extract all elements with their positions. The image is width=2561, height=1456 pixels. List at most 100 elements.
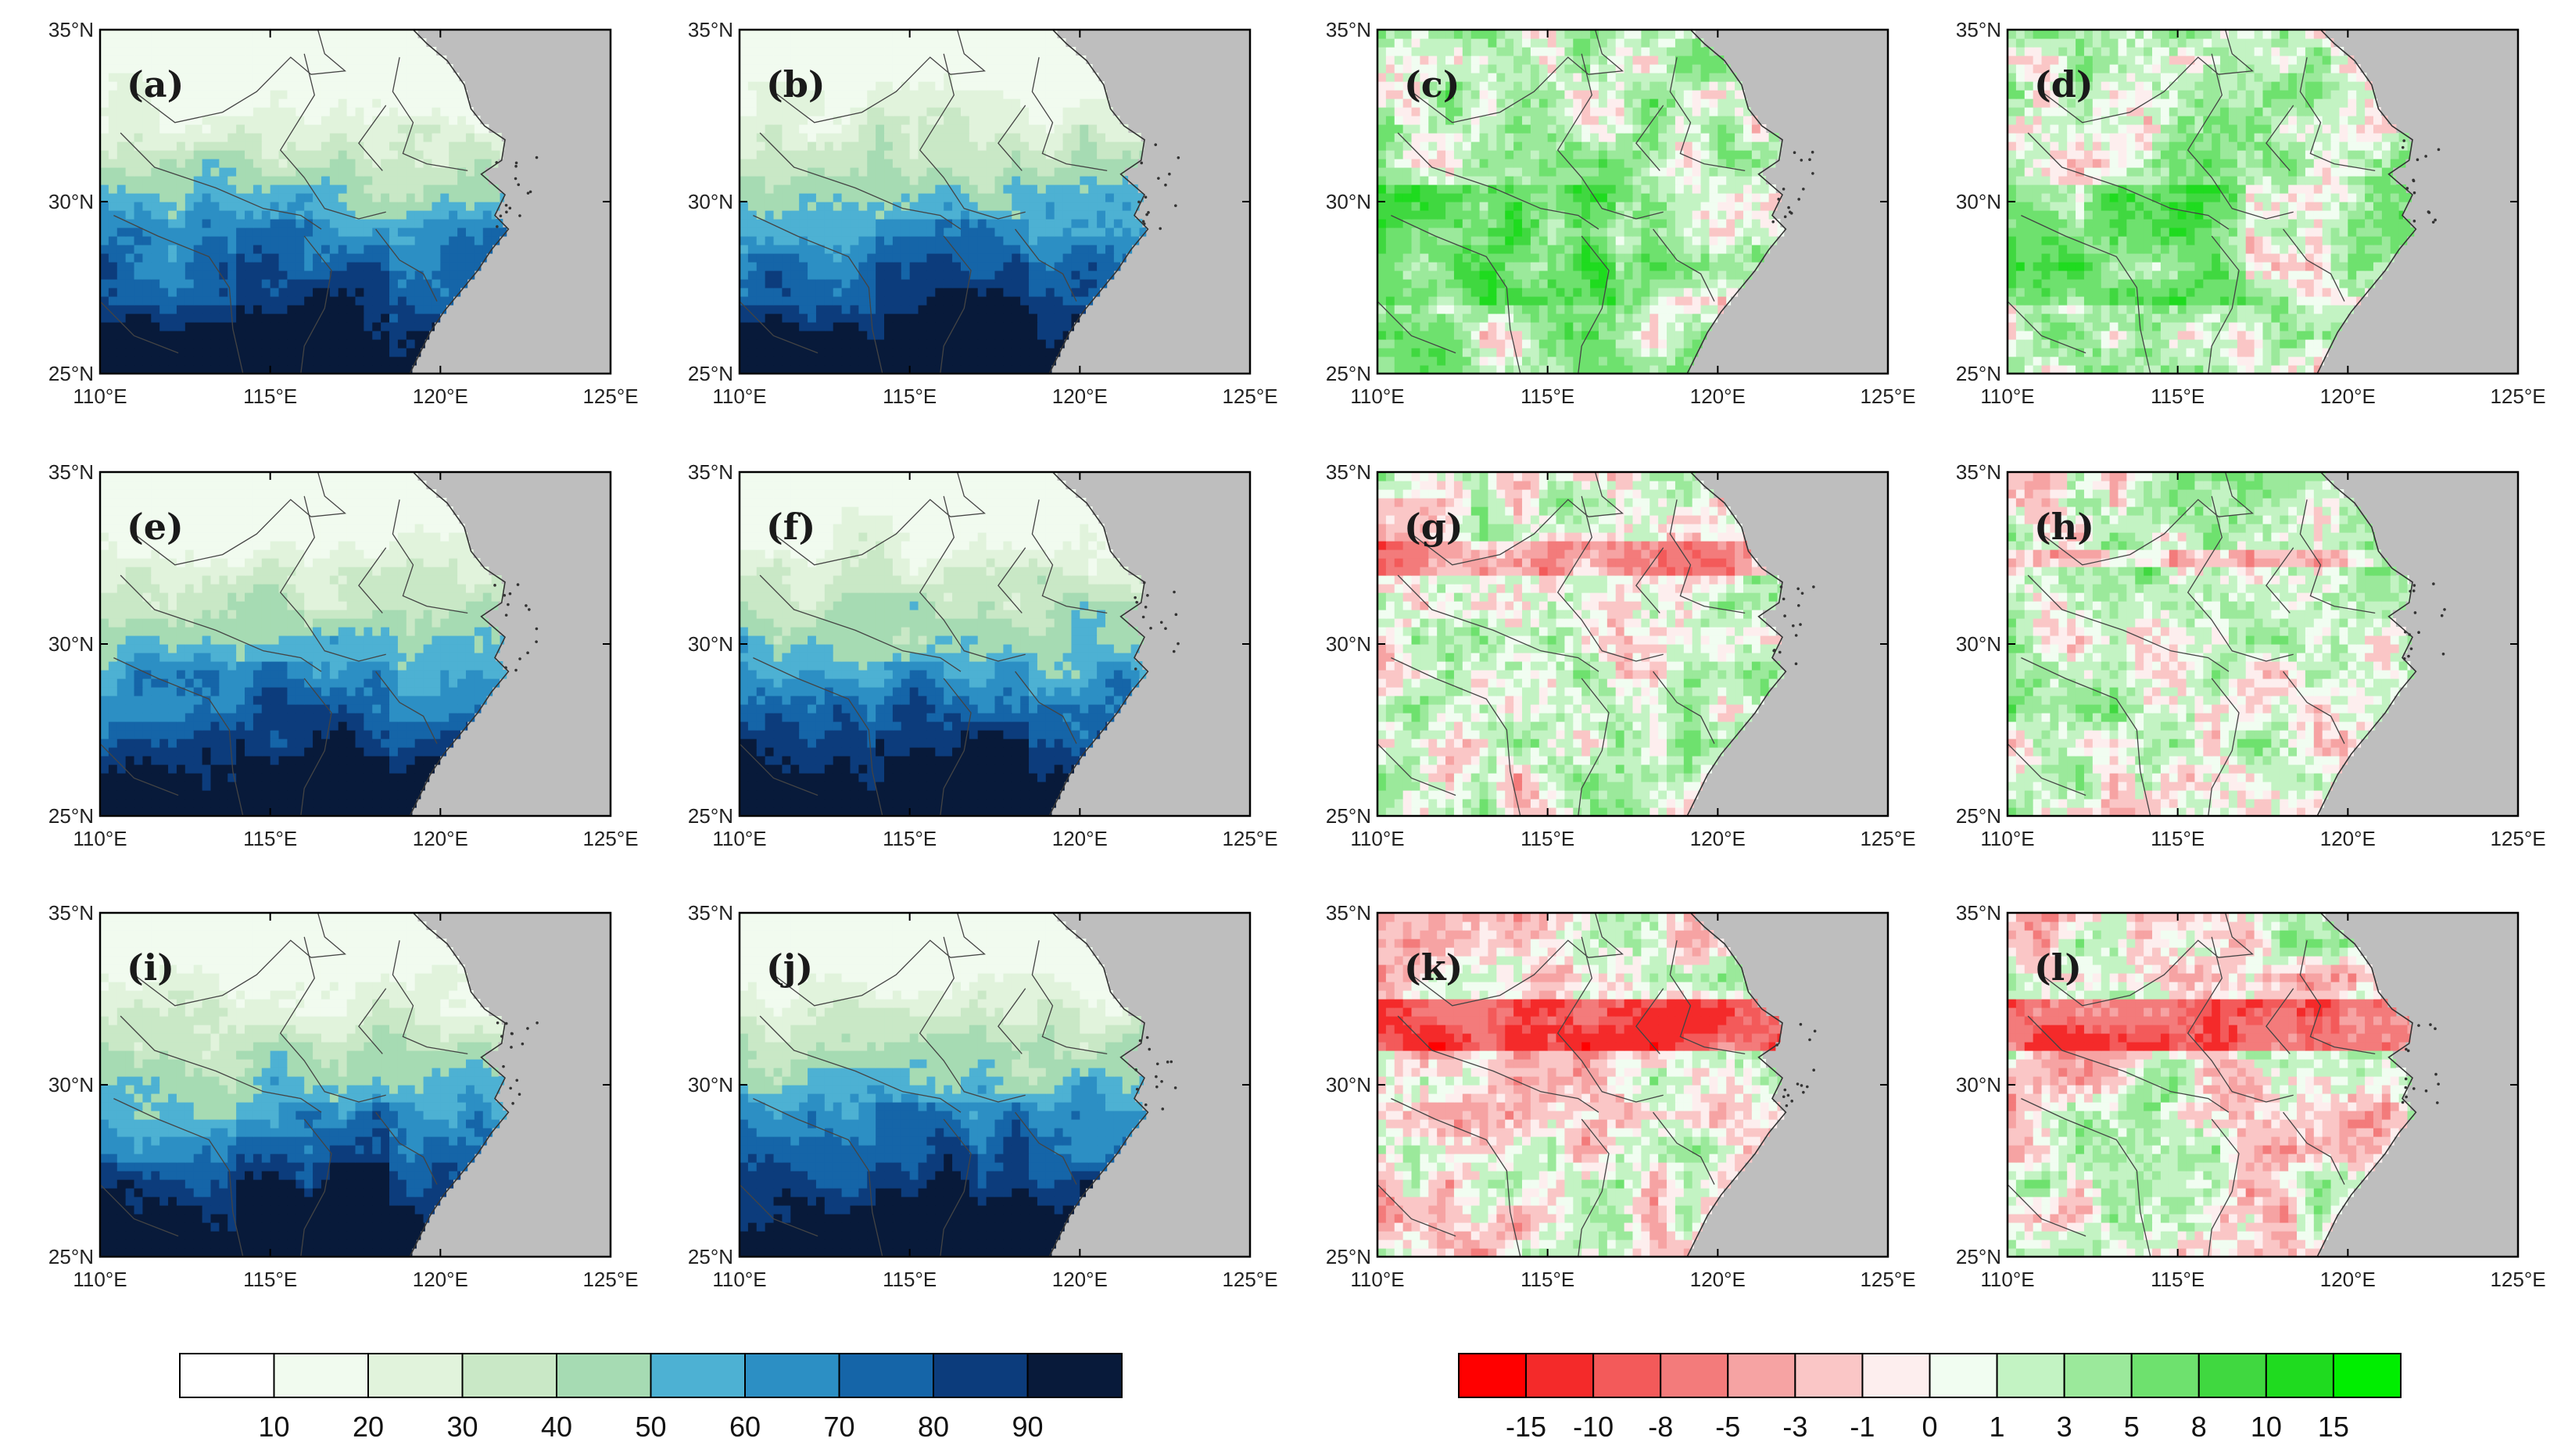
field-cell xyxy=(1062,90,1073,99)
field-cell xyxy=(465,184,475,194)
field-cell xyxy=(1743,176,1753,185)
field-cell xyxy=(833,141,843,151)
field-cell xyxy=(142,184,152,194)
field-cell xyxy=(210,236,220,245)
field-cell xyxy=(1402,227,1413,237)
field-cell xyxy=(159,331,169,340)
field-cell xyxy=(253,296,263,306)
field-cell xyxy=(986,133,996,142)
field-cell xyxy=(355,305,364,314)
field-cell xyxy=(1402,184,1413,194)
field-cell xyxy=(765,116,775,125)
field-cell xyxy=(782,245,791,254)
field-cell xyxy=(1037,150,1047,159)
field-cell xyxy=(850,365,859,374)
field-cell xyxy=(892,331,902,340)
field-cell xyxy=(1105,176,1115,185)
field-cell xyxy=(1029,124,1038,134)
field-cell xyxy=(313,47,322,56)
field-cell xyxy=(850,167,859,177)
field-cell xyxy=(790,219,800,228)
field-cell xyxy=(1700,176,1710,185)
field-cell xyxy=(474,193,484,202)
field-cell xyxy=(1606,331,1617,340)
field-cell xyxy=(465,193,475,202)
field-cell xyxy=(1113,184,1123,194)
field-cell xyxy=(1513,331,1523,340)
field-cell xyxy=(1488,184,1497,194)
field-cell xyxy=(782,30,791,39)
field-cell xyxy=(1505,253,1514,263)
field-cell xyxy=(1735,210,1744,220)
field-cell xyxy=(364,313,373,323)
field-cell xyxy=(808,305,817,314)
field-cell xyxy=(1097,202,1106,211)
field-cell xyxy=(808,262,817,271)
field-cell xyxy=(1437,210,1446,220)
field-cell xyxy=(338,331,348,340)
field-cell xyxy=(892,227,902,237)
field-cell xyxy=(313,90,322,99)
field-cell xyxy=(1437,236,1446,245)
field-cell xyxy=(1003,270,1012,280)
field-cell xyxy=(892,167,902,177)
field-cell xyxy=(125,210,135,220)
field-cell xyxy=(1674,253,1685,263)
field-cell xyxy=(1632,339,1642,349)
field-cell xyxy=(841,202,851,211)
field-cell xyxy=(202,210,212,220)
field-cell xyxy=(176,107,186,116)
field-cell xyxy=(867,356,876,366)
field-cell xyxy=(1649,107,1659,116)
field-cell xyxy=(808,193,817,202)
field-cell xyxy=(236,73,245,82)
field-cell xyxy=(765,107,775,116)
field-cell xyxy=(1037,279,1047,288)
field-cell xyxy=(926,279,936,288)
field-cell xyxy=(406,210,416,220)
field-cell xyxy=(1564,210,1574,220)
field-cell xyxy=(1556,116,1566,125)
field-cell xyxy=(944,133,953,142)
field-cell xyxy=(747,322,758,331)
field-cell xyxy=(1760,184,1770,194)
field-cell xyxy=(909,313,919,323)
field-cell xyxy=(355,270,364,280)
field-cell xyxy=(482,141,492,151)
field-cell xyxy=(125,270,135,280)
field-cell xyxy=(245,270,254,280)
field-cell xyxy=(287,305,296,314)
field-cell xyxy=(321,124,331,134)
field-cell xyxy=(219,64,228,73)
field-cell xyxy=(815,81,826,91)
field-cell xyxy=(338,124,348,134)
field-cell xyxy=(364,305,373,314)
field-cell xyxy=(901,193,911,202)
field-cell xyxy=(329,107,339,116)
field-cell xyxy=(1062,245,1073,254)
field-cell xyxy=(142,167,152,177)
field-cell xyxy=(1556,184,1566,194)
field-cell xyxy=(765,176,775,185)
field-cell xyxy=(1726,159,1735,168)
field-cell xyxy=(1113,253,1123,263)
field-cell xyxy=(270,322,280,331)
field-cell xyxy=(1437,348,1446,357)
field-cell xyxy=(1411,288,1421,297)
field-cell xyxy=(338,167,348,177)
field-cell xyxy=(184,30,195,39)
field-cell xyxy=(1564,176,1574,185)
field-cell xyxy=(304,219,313,228)
field-cell xyxy=(346,210,356,220)
field-cell xyxy=(245,305,254,314)
field-cell xyxy=(986,322,996,331)
field-cell xyxy=(1054,202,1064,211)
field-cell xyxy=(1513,322,1523,331)
field-cell xyxy=(1667,159,1676,168)
field-cell xyxy=(1751,116,1758,125)
field-cell xyxy=(740,356,749,366)
x-tick-label: 125°E xyxy=(1222,385,1277,408)
field-cell xyxy=(176,176,186,185)
field-cell xyxy=(892,210,902,220)
field-cell xyxy=(782,236,791,245)
